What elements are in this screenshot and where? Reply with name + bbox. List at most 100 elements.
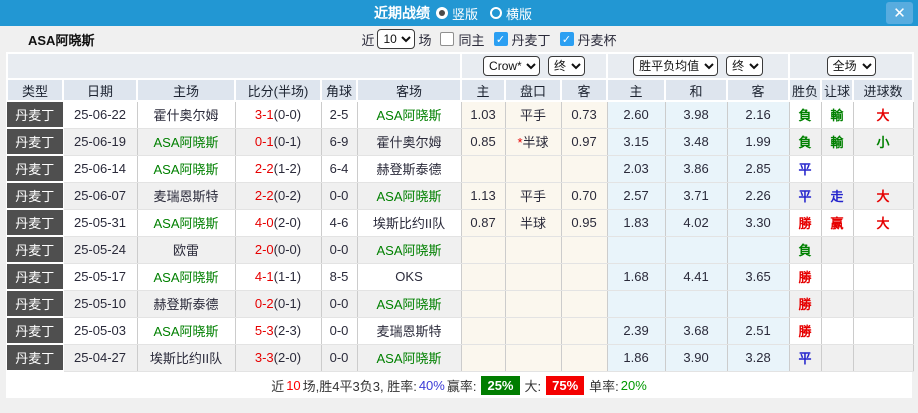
handicap-home-odds-cell	[461, 317, 506, 345]
halftime-score: (2-0)	[273, 215, 302, 230]
away-team-cell: ASA阿晓斯	[357, 182, 462, 210]
corner-cell: 4-6	[321, 209, 358, 237]
handicap-cell: 半球	[505, 209, 562, 237]
home-team-cell: 赫登斯泰德	[137, 290, 236, 318]
odds-away-cell	[727, 290, 790, 318]
date-cell: 25-06-07	[63, 182, 138, 210]
result-wdl-cell: 平	[789, 344, 822, 372]
odds-home-cell	[607, 236, 666, 264]
away-team-name: ASA阿晓斯	[376, 108, 442, 124]
col-score: 比分(半场)	[234, 78, 322, 102]
result-wdl-cell: 勝	[789, 290, 822, 318]
handicap-line: 平手	[520, 108, 547, 124]
portrait-radio[interactable]	[435, 7, 448, 19]
odds-away-cell: 1.99	[727, 128, 790, 156]
result-wdl-cell: 平	[789, 155, 822, 183]
filterbar: ASA阿晓斯 近 10 场 同主 ✓ 丹麦丁 ✓ 丹麦杯	[0, 26, 918, 52]
col-odds-draw: 和	[664, 78, 729, 102]
result-goals-cell	[853, 317, 914, 345]
away-team-cell: ASA阿晓斯	[357, 290, 462, 318]
away-team-name: ASA阿晓斯	[376, 243, 442, 258]
odds-draw-cell: 3.98	[665, 101, 728, 129]
cup-checkbox[interactable]: ✓	[559, 32, 574, 46]
window-title: 近期战绩	[373, 5, 430, 21]
result-handicap-cell	[821, 344, 854, 372]
home-team-name: ASA阿晓斯	[153, 162, 219, 177]
portrait-radio-label[interactable]: 竖版	[451, 6, 478, 22]
handicap-cell	[505, 344, 562, 372]
odds-home-cell: 1.83	[607, 209, 666, 237]
result-wdl: 勝	[798, 216, 812, 231]
date-cell: 25-04-27	[63, 344, 138, 372]
handicap-away-odds-cell	[561, 236, 608, 264]
result-handicap: 輸	[830, 135, 844, 150]
league-type-cell: 丹麦丁	[7, 155, 64, 183]
score-cell: 2-2(0-2)	[235, 182, 322, 210]
close-button[interactable]: ✕	[886, 2, 913, 24]
result-goals: 小	[876, 135, 890, 150]
handicap-state-select[interactable]: 终	[548, 56, 586, 76]
halftime-score: (0-1)	[273, 296, 302, 311]
col-handicap-away: 客	[560, 78, 609, 102]
fulltime-score: 2-2	[254, 161, 274, 176]
result-goals-cell: 大	[853, 209, 914, 237]
summary-big-pct-badge: 75%	[546, 375, 585, 395]
handicap-cell: *半球	[505, 128, 562, 156]
summary-single-pct: 20%	[620, 377, 647, 393]
league-label[interactable]: 丹麦丁	[511, 32, 551, 48]
league-type-cell: 丹麦丁	[7, 128, 64, 156]
date-cell: 25-05-31	[63, 209, 138, 237]
result-wdl-cell: 負	[789, 128, 822, 156]
handicap-line: 半球	[522, 135, 549, 150]
col-result-wdl: 胜负	[788, 78, 823, 102]
same-home-label[interactable]: 同主	[458, 32, 485, 48]
halftime-score: (0-2)	[273, 188, 302, 203]
landscape-radio-label[interactable]: 横版	[506, 6, 533, 22]
odds-draw-cell	[665, 290, 728, 318]
odds-away-cell: 2.85	[727, 155, 790, 183]
result-handicap: 走	[830, 189, 844, 204]
handicap-home-odds-cell: 0.87	[461, 209, 506, 237]
home-team-cell: ASA阿晓斯	[137, 128, 236, 156]
away-team-cell: 埃斯比约II队	[357, 209, 462, 237]
handicap-away-odds-cell	[561, 155, 608, 183]
cup-label[interactable]: 丹麦杯	[577, 32, 617, 48]
summary-near: 近	[271, 378, 285, 394]
result-goals-cell	[853, 155, 914, 183]
away-team-cell: 麦瑞恩斯特	[357, 317, 462, 345]
league-checkbox[interactable]: ✓	[493, 32, 508, 46]
score-cell: 4-0(2-0)	[235, 209, 322, 237]
result-wdl: 平	[798, 351, 812, 366]
same-home-checkbox[interactable]	[440, 32, 455, 46]
corner-cell: 2-5	[321, 101, 358, 129]
result-goals-cell: 小	[853, 128, 914, 156]
odds-away-cell	[727, 236, 790, 264]
result-wdl-cell: 負	[789, 236, 822, 264]
halftime-score: (1-2)	[273, 161, 302, 176]
odds-draw-cell: 3.68	[665, 317, 728, 345]
date-cell: 25-05-17	[63, 263, 138, 291]
result-handicap: 輸	[830, 108, 844, 124]
match-count-select[interactable]: 10	[377, 29, 416, 49]
result-handicap-cell: 輸	[821, 101, 854, 129]
score-cell: 3-3(2-0)	[235, 344, 322, 372]
result-goals: 大	[876, 216, 890, 231]
scope-select[interactable]: 全场	[826, 56, 876, 76]
col-type: 类型	[6, 78, 64, 102]
odds-away-cell: 3.28	[727, 344, 790, 372]
odds-away-cell: 2.51	[727, 317, 790, 345]
table-row: 丹麦丁 25-04-27 埃斯比约II队 3-3(2-0) 0-0 ASA阿晓斯…	[7, 344, 914, 372]
result-handicap-cell: 赢	[821, 209, 854, 237]
home-team-name: 赫登斯泰德	[153, 297, 219, 312]
landscape-radio[interactable]	[490, 7, 502, 19]
table-row: 丹麦丁 25-05-24 欧雷 2-0(0-0) 0-0 ASA阿晓斯 負	[7, 236, 914, 264]
score-cell: 3-1(0-0)	[235, 101, 322, 129]
results-table-wrap: Crow* 终 胜平负均值 终	[5, 52, 915, 372]
bookmaker-select[interactable]: Crow*	[483, 56, 541, 76]
avg-state-select[interactable]: 终	[726, 56, 764, 76]
odds-away-cell: 2.26	[727, 182, 790, 210]
avg-odds-select[interactable]: 胜平负均值	[633, 56, 719, 76]
league-type-cell: 丹麦丁	[7, 263, 64, 291]
col-handicap-home: 主	[460, 78, 507, 102]
league-type-cell: 丹麦丁	[7, 236, 64, 264]
